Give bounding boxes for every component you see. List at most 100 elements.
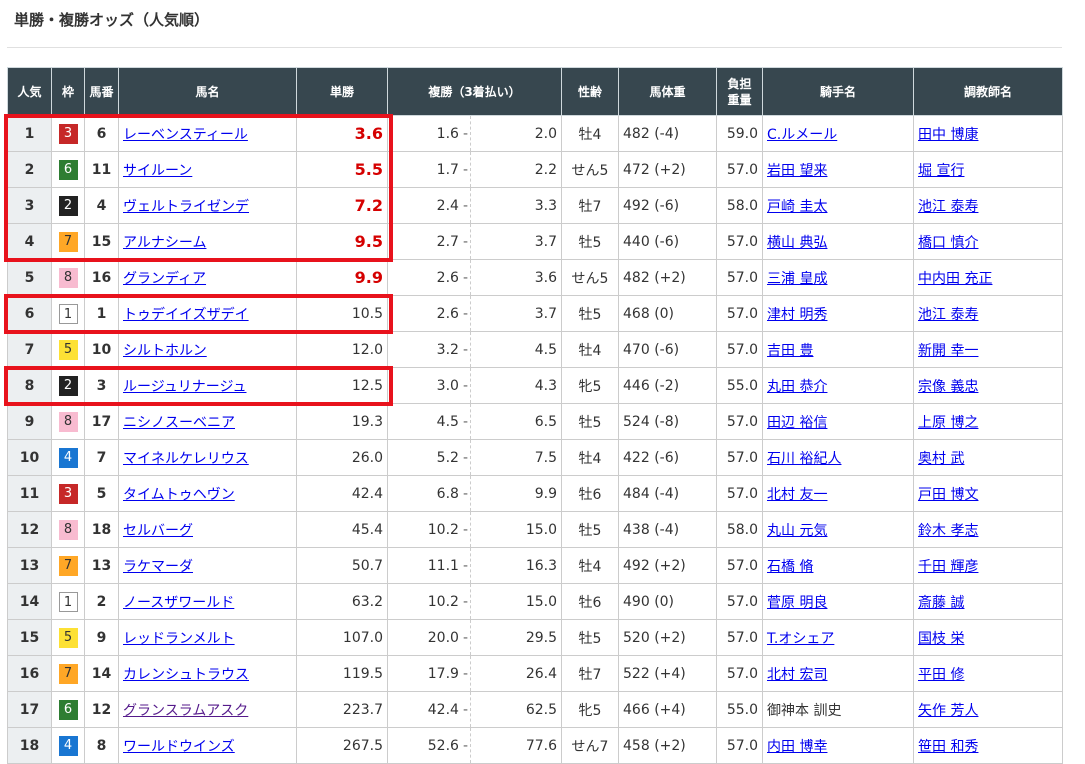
jockey-link[interactable]: 三浦 皇成 bbox=[767, 270, 828, 287]
divider bbox=[7, 47, 1062, 48]
place-low-value: 2.7 bbox=[436, 233, 459, 250]
table-row: 16 7 14 カレンシュトラウス 119.5 -17.9 26.4 牡7 52… bbox=[7, 655, 1064, 692]
horse-name-link[interactable]: ラケマーダ bbox=[123, 558, 193, 575]
win-odds: 9.9 bbox=[296, 259, 388, 296]
horse-name-link[interactable]: サイルーン bbox=[123, 162, 193, 179]
place-low-value: 2.6 bbox=[436, 305, 459, 322]
range-dash: - bbox=[462, 161, 468, 178]
horse-name-link[interactable]: トゥデイイズザデイ bbox=[123, 306, 249, 323]
trainer-link[interactable]: 千田 輝彦 bbox=[918, 558, 979, 575]
place-low-value: 4.5 bbox=[436, 413, 459, 430]
place-odds-low: -1.6 bbox=[387, 115, 471, 152]
horse-name-link[interactable]: カレンシュトラウス bbox=[123, 666, 249, 683]
waku-badge: 2 bbox=[58, 195, 78, 216]
table-row: 18 4 8 ワールドウインズ 267.5 -52.6 77.6 せん7 458… bbox=[7, 727, 1064, 764]
waku-cell: 4 bbox=[51, 439, 85, 476]
jockey-cell: 吉田 豊 bbox=[762, 331, 915, 368]
trainer-link[interactable]: 国枝 栄 bbox=[918, 630, 965, 647]
jockey-link[interactable]: 津村 明秀 bbox=[767, 306, 828, 323]
jockey-link[interactable]: 横山 典弘 bbox=[767, 234, 828, 251]
trainer-link[interactable]: 斎藤 誠 bbox=[918, 594, 965, 611]
horse-number: 17 bbox=[84, 403, 119, 440]
trainer-link[interactable]: 橋口 慎介 bbox=[918, 234, 979, 251]
header-num: 馬番 bbox=[84, 67, 119, 116]
jockey-cell: 丸山 元気 bbox=[762, 511, 915, 548]
trainer-link[interactable]: 池江 泰寿 bbox=[918, 198, 979, 215]
win-odds: 223.7 bbox=[296, 691, 388, 728]
jockey-link[interactable]: 北村 宏司 bbox=[767, 666, 828, 683]
trainer-link[interactable]: 戸田 博文 bbox=[918, 486, 979, 503]
trainer-link[interactable]: 宗像 義忠 bbox=[918, 378, 979, 395]
trainer-link[interactable]: 奥村 武 bbox=[918, 450, 965, 467]
horse-name-link[interactable]: レッドランメルト bbox=[123, 630, 235, 647]
place-odds-low: -2.4 bbox=[387, 187, 471, 224]
trainer-link[interactable]: 鈴木 孝志 bbox=[918, 522, 979, 539]
jockey-link[interactable]: C.ルメール bbox=[767, 126, 838, 143]
jockey-link[interactable]: 丸田 恭介 bbox=[767, 378, 828, 395]
horse-name-link[interactable]: レーベンスティール bbox=[123, 126, 248, 143]
horse-name-link[interactable]: ニシノスーベニア bbox=[123, 414, 235, 431]
sex-age: 牡6 bbox=[561, 583, 620, 620]
header-row: 人気 枠 馬番 馬名 単勝 複勝（3着払い） 性齢 馬体重 負担 重量 騎手名 調… bbox=[7, 67, 1064, 116]
horse-name-link[interactable]: グランディア bbox=[123, 270, 207, 287]
horse-name-link[interactable]: ノースザワールド bbox=[123, 594, 235, 611]
burden-weight: 57.0 bbox=[716, 619, 764, 656]
horse-name-cell: シルトホルン bbox=[118, 331, 297, 368]
trainer-link[interactable]: 新開 幸一 bbox=[918, 342, 979, 359]
place-low-value: 5.2 bbox=[436, 449, 459, 466]
range-dash: - bbox=[462, 233, 468, 250]
waku-cell: 5 bbox=[51, 619, 85, 656]
jockey-link[interactable]: 岩田 望来 bbox=[767, 162, 828, 179]
range-dash: - bbox=[462, 593, 468, 610]
jockey-link[interactable]: 吉田 豊 bbox=[767, 342, 814, 359]
header-weight: 馬体重 bbox=[618, 67, 718, 116]
horse-name-link[interactable]: グランスラムアスク bbox=[123, 702, 249, 719]
trainer-link[interactable]: 上原 博之 bbox=[918, 414, 979, 431]
horse-name-link[interactable]: ヴェルトライゼンデ bbox=[123, 198, 249, 215]
horse-weight: 482 (-4) bbox=[618, 115, 718, 152]
horse-name-link[interactable]: シルトホルン bbox=[123, 342, 207, 359]
trainer-link[interactable]: 笹田 和秀 bbox=[918, 738, 979, 755]
popularity: 4 bbox=[7, 223, 52, 260]
horse-number: 4 bbox=[84, 187, 119, 224]
horse-number: 1 bbox=[84, 295, 119, 332]
horse-name-link[interactable]: マイネルケレリウス bbox=[123, 450, 249, 467]
horse-name-cell: ワールドウインズ bbox=[118, 727, 297, 764]
horse-name-link[interactable]: タイムトゥヘヴン bbox=[123, 486, 235, 503]
horse-name-link[interactable]: アルナシーム bbox=[123, 234, 207, 251]
trainer-link[interactable]: 平田 修 bbox=[918, 666, 965, 683]
trainer-cell: 橋口 慎介 bbox=[913, 223, 1064, 260]
waku-cell: 8 bbox=[51, 403, 85, 440]
jockey-link[interactable]: 北村 友一 bbox=[767, 486, 828, 503]
jockey-link[interactable]: 菅原 明良 bbox=[767, 594, 828, 611]
waku-badge: 5 bbox=[58, 339, 78, 360]
horse-weight: 490 (0) bbox=[618, 583, 718, 620]
horse-weight: 520 (+2) bbox=[618, 619, 718, 656]
trainer-link[interactable]: 田中 博康 bbox=[918, 126, 979, 143]
trainer-cell: 田中 博康 bbox=[913, 115, 1064, 152]
waku-cell: 7 bbox=[51, 223, 85, 260]
horse-name-link[interactable]: セルバーグ bbox=[123, 522, 193, 539]
burden-weight: 57.0 bbox=[716, 151, 764, 188]
table-row: 9 8 17 ニシノスーベニア 19.3 -4.5 6.5 牡5 524 (-8… bbox=[7, 403, 1064, 440]
jockey-link[interactable]: 内田 博幸 bbox=[767, 738, 828, 755]
place-low-value: 2.6 bbox=[436, 269, 459, 286]
jockey-link[interactable]: 丸山 元気 bbox=[767, 522, 828, 539]
jockey-link[interactable]: 石橋 脩 bbox=[767, 558, 814, 575]
trainer-link[interactable]: 中内田 充正 bbox=[918, 270, 993, 287]
trainer-cell: 矢作 芳人 bbox=[913, 691, 1064, 728]
jockey-cell: 内田 博幸 bbox=[762, 727, 915, 764]
trainer-link[interactable]: 堀 宣行 bbox=[918, 162, 965, 179]
horse-name-link[interactable]: ルージュリナージュ bbox=[123, 378, 247, 395]
jockey-link[interactable]: T.オシェア bbox=[767, 630, 835, 647]
horse-name-cell: セルバーグ bbox=[118, 511, 297, 548]
trainer-link[interactable]: 矢作 芳人 bbox=[918, 702, 979, 719]
trainer-link[interactable]: 池江 泰寿 bbox=[918, 306, 979, 323]
horse-weight: 446 (-2) bbox=[618, 367, 718, 404]
horse-name-link[interactable]: ワールドウインズ bbox=[123, 738, 235, 755]
waku-badge: 2 bbox=[58, 375, 78, 396]
jockey-link[interactable]: 戸崎 圭太 bbox=[767, 198, 828, 215]
jockey-link[interactable]: 田辺 裕信 bbox=[767, 414, 828, 431]
place-odds-low: -20.0 bbox=[387, 619, 471, 656]
jockey-link[interactable]: 石川 裕紀人 bbox=[767, 450, 842, 467]
